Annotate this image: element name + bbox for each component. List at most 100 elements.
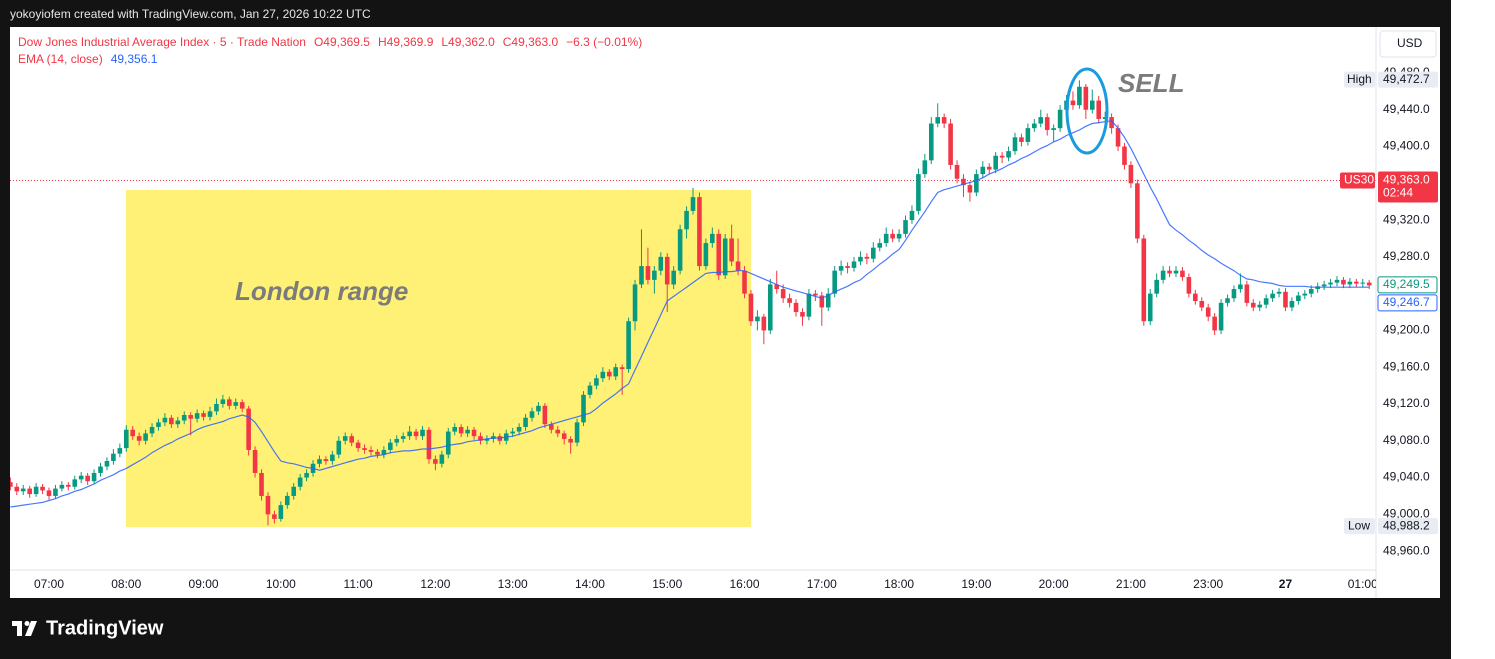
candle-body xyxy=(710,233,715,244)
x-tick-label: 21:00 xyxy=(1116,577,1146,591)
candle-body xyxy=(890,233,895,239)
candle-body xyxy=(265,495,271,515)
candle-body xyxy=(91,472,97,482)
y-tick-label: 49,320.0 xyxy=(1383,212,1430,226)
candle-body xyxy=(748,293,754,322)
candle-body xyxy=(1032,123,1037,129)
candle-body xyxy=(330,454,335,461)
candle-body xyxy=(600,371,606,379)
candle-body xyxy=(175,420,181,425)
candle-body xyxy=(156,422,161,427)
candle-body xyxy=(207,411,213,417)
candle-body xyxy=(130,429,136,437)
candle-body xyxy=(1244,284,1250,303)
candle-body xyxy=(626,321,631,370)
brand: TradingView xyxy=(46,617,164,639)
candle-body xyxy=(291,486,297,496)
y-tick-label: 49,120.0 xyxy=(1383,396,1430,410)
candle-body xyxy=(1109,117,1114,129)
candle-body xyxy=(1173,270,1179,274)
candle-body xyxy=(832,270,837,294)
candle-body xyxy=(478,436,483,441)
candle-body xyxy=(1160,270,1166,280)
candle-body xyxy=(993,155,998,170)
candle-body xyxy=(896,233,902,239)
candle-body xyxy=(542,405,548,425)
candle-body xyxy=(877,243,883,248)
candle-body xyxy=(954,164,960,179)
candle-body xyxy=(72,479,78,487)
candle-body xyxy=(581,394,586,423)
candle-body xyxy=(1360,282,1366,284)
candle-body xyxy=(916,174,921,211)
candle-body xyxy=(967,185,973,193)
x-tick-label: 12:00 xyxy=(420,577,450,591)
candle-body xyxy=(1154,279,1159,294)
x-tick-label: 17:00 xyxy=(807,577,837,591)
candle-body xyxy=(1193,293,1198,302)
candle-body xyxy=(1077,86,1082,106)
candle-body xyxy=(632,284,638,322)
candle-body xyxy=(40,486,45,491)
candle-body xyxy=(426,429,432,460)
candle-body xyxy=(214,403,219,412)
x-tick-label: 01:00 xyxy=(1348,577,1378,591)
candle-body xyxy=(317,459,322,464)
candle-body xyxy=(471,429,477,437)
x-tick-label: 20:00 xyxy=(1039,577,1069,591)
candle-body xyxy=(259,472,264,496)
y-tick-label: 49,400.0 xyxy=(1383,139,1430,153)
ema-box xyxy=(1377,294,1438,312)
candle-body xyxy=(1089,100,1095,110)
candle-body xyxy=(169,417,174,425)
candle-body xyxy=(980,166,986,175)
candle-body xyxy=(536,405,541,412)
candle-body xyxy=(1205,307,1211,317)
candle-body xyxy=(336,440,342,455)
y-tick-label: 49,440.0 xyxy=(1383,102,1430,116)
candle-body xyxy=(793,302,799,313)
candle-body xyxy=(85,475,90,482)
symbol-name: US30 xyxy=(1344,173,1374,187)
last-price-box xyxy=(1378,171,1438,203)
candle-body xyxy=(780,289,786,299)
currency-button[interactable] xyxy=(1379,30,1437,58)
legend-line: Dow Jones Industrial Average Index · 5 ·… xyxy=(18,35,642,49)
candle-body xyxy=(46,490,52,496)
candle-body xyxy=(98,466,103,473)
candle-body xyxy=(703,243,709,267)
candle-body xyxy=(1270,293,1275,299)
x-tick-label: 23:00 xyxy=(1193,577,1223,591)
candle-body xyxy=(1218,302,1224,331)
candle-body xyxy=(639,266,644,285)
y-tick-label: 49,080.0 xyxy=(1383,433,1430,447)
price-axis: 49,480.049,440.049,400.049,320.049,280.0… xyxy=(1340,65,1438,557)
candle-body xyxy=(1102,117,1108,119)
legend-symbol: Dow Jones Industrial Average Index · 5 ·… xyxy=(18,35,306,49)
candle-body xyxy=(858,256,863,262)
candle-body xyxy=(941,117,947,124)
candle-body xyxy=(117,448,123,454)
ema-line xyxy=(10,120,1370,508)
low-value-box xyxy=(1378,518,1438,535)
candle-body xyxy=(800,312,805,317)
candle-body xyxy=(845,266,850,268)
candle-body xyxy=(1096,100,1102,119)
candle-body xyxy=(838,266,844,271)
candle-body xyxy=(1289,301,1295,308)
candle-body xyxy=(735,261,741,271)
legend-change: −6.3 (−0.01%) xyxy=(566,35,642,49)
candle-body xyxy=(111,453,116,461)
low-value: 48,988.2 xyxy=(1383,518,1430,532)
candle-body xyxy=(871,247,876,259)
candle-body xyxy=(806,293,812,317)
signal-ellipse xyxy=(1065,67,1109,155)
candle-body xyxy=(123,429,129,449)
x-tick-label: 15:00 xyxy=(652,577,682,591)
y-tick-label: 49,200.0 xyxy=(1383,323,1430,337)
high-name-box xyxy=(1344,71,1375,88)
candle-body xyxy=(864,256,870,259)
currency[interactable]: USD xyxy=(1397,36,1423,50)
candle-body xyxy=(922,160,928,175)
candle-body xyxy=(136,436,142,441)
